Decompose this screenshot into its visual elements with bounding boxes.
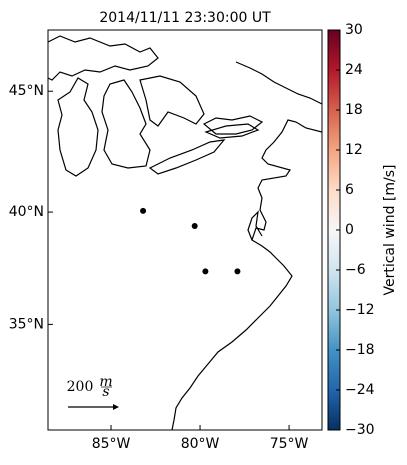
y-tick-label: 45°N (9, 83, 44, 99)
station-point (234, 268, 241, 275)
lake-erie (148, 139, 226, 175)
quiver-key: 200 m s (67, 374, 119, 410)
colorbar-tick-label: −12 (345, 302, 375, 318)
title: 2014/11/11 23:30:00 UT (99, 10, 271, 26)
station-point (140, 207, 147, 214)
chesapeake (247, 210, 263, 241)
colorbar-tick-label: 24 (345, 62, 363, 78)
canada-shore (48, 35, 159, 81)
lake-huron (139, 75, 205, 127)
colorbar-tick-label: −24 (345, 382, 375, 398)
x-tick-label: 85°W (92, 436, 131, 452)
quiver-key-unit-top: m (99, 374, 112, 390)
colorbar-tick-label: 30 (345, 22, 363, 38)
lake-ontario (204, 123, 260, 139)
georgian-bay-shore (202, 115, 264, 135)
quiver-key-value: 200 (67, 379, 94, 395)
station-point (202, 268, 209, 275)
quiver-key-unit-bottom: s (102, 384, 109, 400)
y-tick-label: 40°N (9, 204, 44, 220)
lake-michigan (57, 77, 99, 177)
y-tick-label: 35°N (9, 316, 44, 332)
colorbar-tick-label: −18 (345, 342, 375, 358)
colorbar-tick-label: 6 (345, 182, 354, 198)
coastlines (48, 35, 322, 430)
colorbar-tick-label: 18 (345, 102, 363, 118)
x-tick-label: 80°W (181, 436, 220, 452)
atlantic-coast (171, 119, 322, 430)
michigan-peninsula (101, 79, 151, 169)
x-tick-label: 75°W (270, 436, 309, 452)
colorbar-tick-label: −30 (345, 422, 375, 438)
st-lawrence (235, 61, 322, 105)
map-frame (47, 29, 323, 431)
colorbar-label: Vertical wind [m/s] (382, 165, 398, 296)
station-point (191, 222, 198, 229)
colorbar-tick-label: −6 (345, 262, 366, 278)
colorbar-tick-label: 0 (345, 222, 354, 238)
quiver-arrowhead (113, 404, 119, 410)
colorbar-tick-label: 12 (345, 142, 363, 158)
